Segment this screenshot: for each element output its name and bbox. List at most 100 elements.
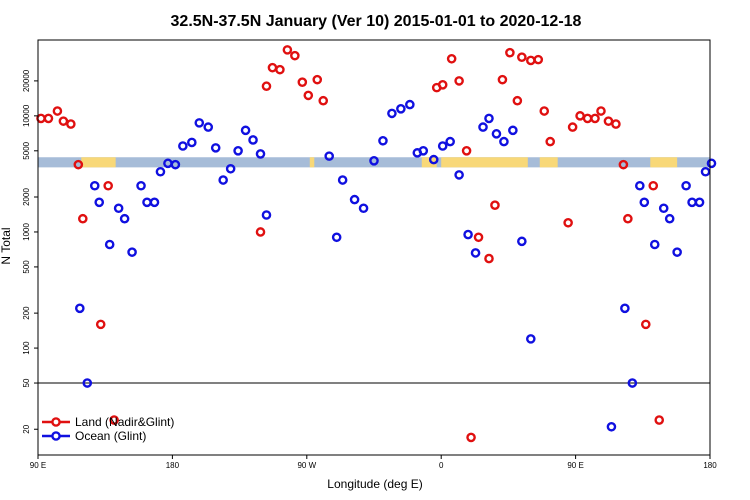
ocean-point [428,154,439,165]
y-tick-label: 2000 [22,188,31,206]
land-point [282,45,293,55]
x-tick-label: 90 E [567,461,583,470]
x-tick-label: 0 [439,461,444,470]
ocean-point [210,143,221,153]
ocean-point [155,166,166,177]
data-points [36,45,717,443]
ocean-point [664,213,675,224]
ocean-point [508,125,518,136]
ocean-point [331,232,342,243]
ocean-point [672,247,682,257]
ocean-point [337,175,348,185]
y-tick-label: 50 [22,378,31,387]
land-point [466,432,476,443]
ocean-point [526,334,536,344]
ocean-point [127,247,137,257]
ocean-point [233,146,243,156]
ocean-point [261,210,272,220]
ocean-point [437,141,448,151]
ocean-point [142,197,152,208]
land-point [109,415,119,425]
ocean-point [484,113,494,124]
ocean-point [94,197,105,208]
x-axis: 90 E 180 90 W 0 90 E 180 [30,455,717,470]
land-point [640,319,651,330]
land-band-segment [421,157,437,168]
ocean-point [396,104,406,114]
land-point [58,116,69,126]
land-point [484,253,494,264]
x-tick-label: 180 [166,461,180,470]
ocean-point [136,180,146,191]
ocean-point [255,149,266,159]
ocean-band [38,157,710,168]
legend-marker [51,417,61,427]
land-point [526,55,536,66]
land-point [582,113,593,124]
land-point [446,53,457,64]
land-point [290,50,300,61]
land-point [318,95,329,106]
ocean-point [639,197,650,208]
land-point [261,81,272,92]
x-tick-label: 90 E [30,461,46,470]
ocean-point [658,203,669,214]
ocean-point [463,229,473,240]
ocean-point [405,99,415,110]
legend-marker [51,431,61,441]
land-ocean-band [38,157,710,168]
y-axis-label: N Total [0,227,13,264]
land-point [596,106,606,116]
land-point [517,52,527,62]
land-point [539,106,550,116]
y-tick-label: 10000 [22,104,31,127]
x-tick-label: 90 W [297,461,316,470]
ocean-point [248,135,258,145]
land-point [512,95,523,106]
y-tick-label: 100 [22,341,31,355]
land-point [461,146,472,156]
y-tick-label: 20000 [22,69,31,92]
ocean-point [194,118,205,128]
ocean-point [706,158,717,169]
land-point [43,113,54,124]
land-point [545,136,556,147]
ocean-point [418,146,429,156]
land-point [575,111,585,121]
land-point [437,80,448,90]
ocean-point [445,136,455,147]
land-band-segment [309,157,315,168]
ocean-point [517,236,527,247]
x-axis-label: Longitude (deg E) [327,477,422,491]
land-point [563,217,573,228]
ocean-point [104,239,115,250]
land-point [654,415,665,425]
land-point [505,47,515,58]
ocean-point [627,378,638,388]
ocean-point [635,180,645,191]
land-point [95,319,106,330]
x-tick-label: 180 [703,461,717,470]
ocean-point [694,197,705,208]
land-point [312,74,323,85]
y-tick-label: 5000 [22,141,31,159]
land-band-segment [539,157,558,168]
ocean-point [218,175,228,185]
ocean-point [149,197,160,208]
ocean-point [687,197,697,208]
land-point [533,54,544,65]
ocean-point [324,151,335,161]
land-point [611,119,621,129]
land-point [603,116,614,126]
ocean-point [478,122,488,132]
land-point [275,64,285,75]
ocean-point [82,378,93,388]
ocean-point [454,170,464,180]
ocean-point [387,108,397,119]
ocean-point [349,194,360,205]
land-band-segment [650,157,678,168]
ocean-point [225,163,236,174]
land-point [255,227,266,237]
ocean-point [119,213,130,224]
